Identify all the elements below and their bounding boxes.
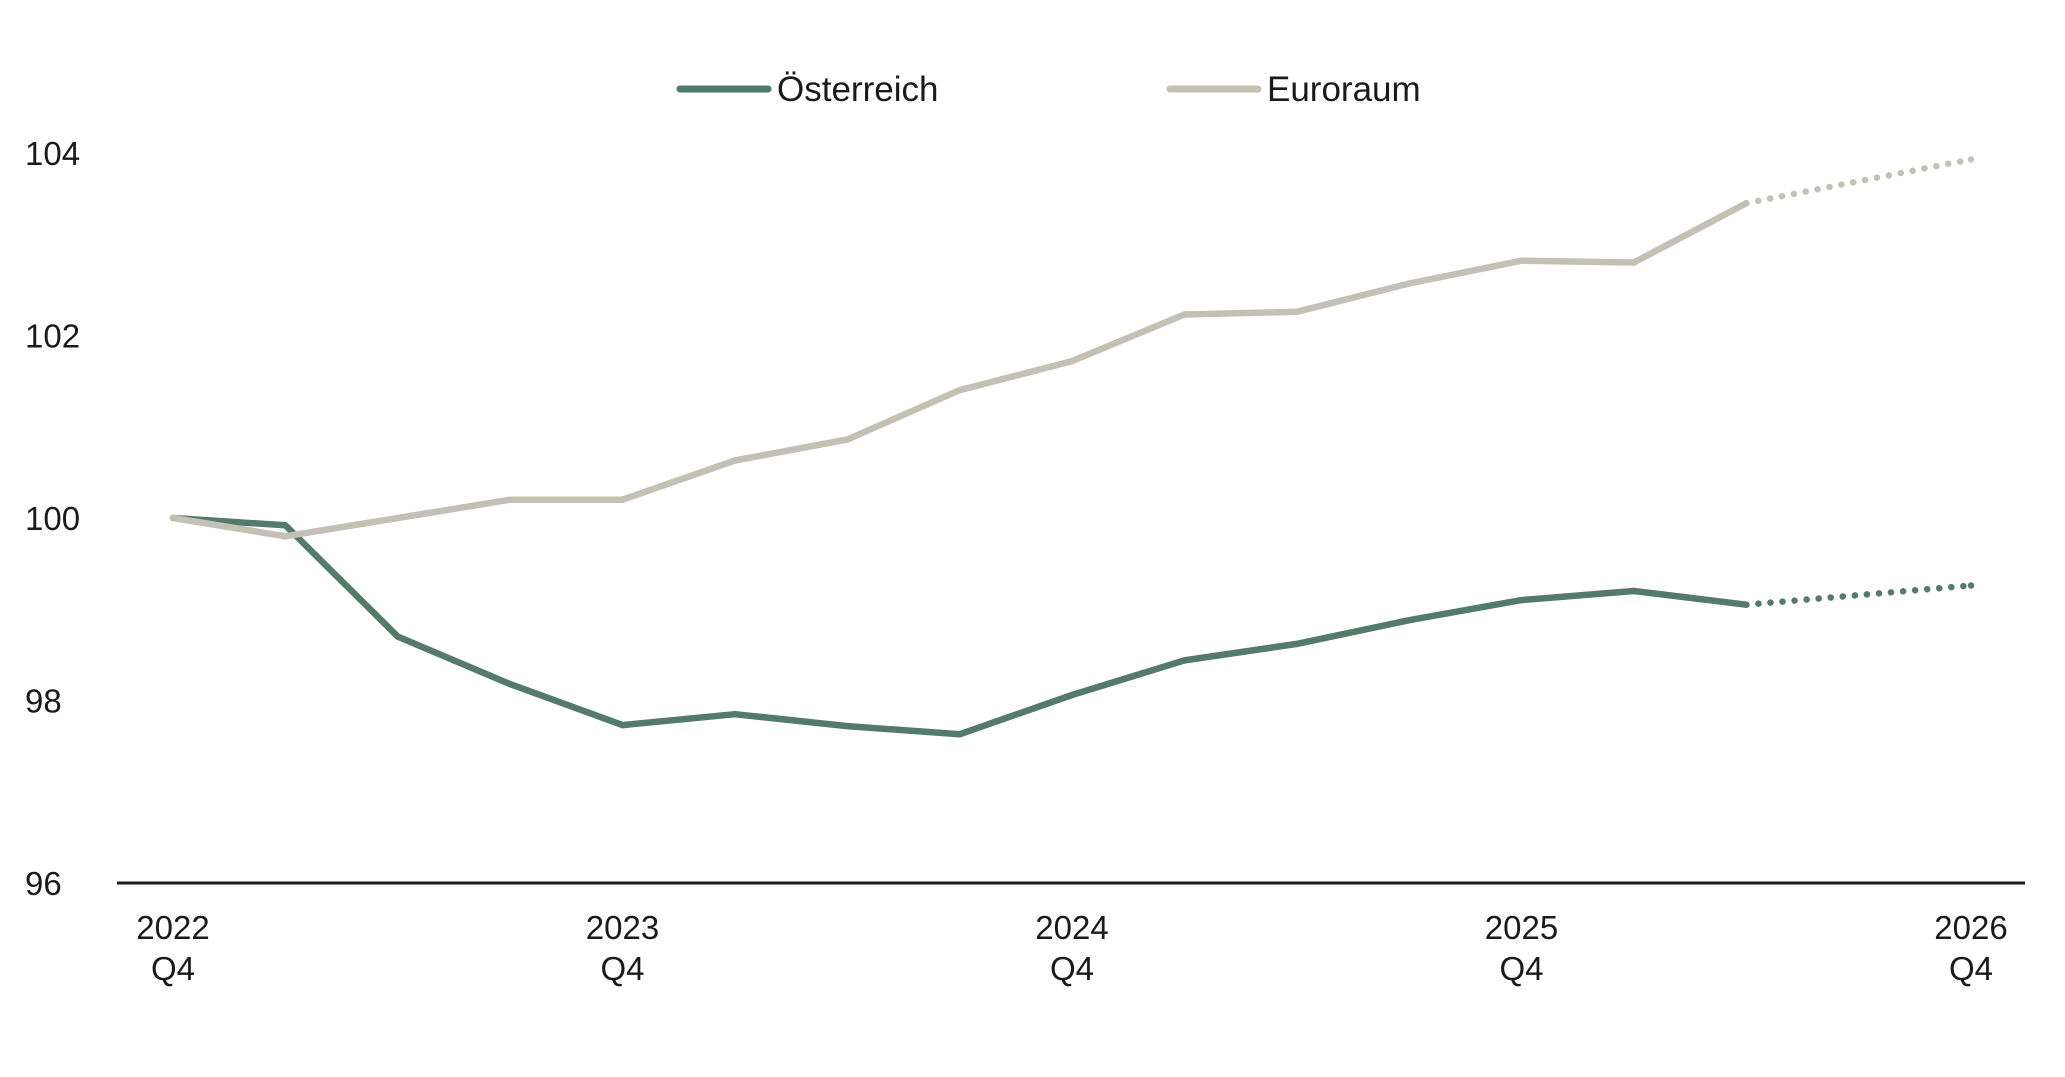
- data-point-oesterreich: [1967, 582, 1975, 589]
- x-tick-label-quarter: Q4: [600, 950, 644, 987]
- data-point-oesterreich: [282, 522, 289, 529]
- x-tick-label-quarter: Q4: [151, 950, 195, 987]
- y-tick-label: 102: [25, 318, 80, 355]
- series-group: [169, 156, 1975, 738]
- data-point-euroraum: [1293, 308, 1301, 315]
- y-axis: 96 98 100 102 104: [25, 135, 80, 902]
- data-point-oesterreich: [1630, 587, 1638, 595]
- y-tick-label: 98: [25, 683, 62, 720]
- series-line-euroraum: [169, 199, 1750, 540]
- data-point-oesterreich: [1518, 596, 1525, 604]
- data-point-oesterreich: [956, 731, 963, 738]
- data-point-oesterreich: [394, 633, 401, 640]
- data-point-euroraum: [956, 387, 963, 394]
- data-point-oesterreich: [1181, 657, 1188, 664]
- legend: Österreich Euroraum: [676, 70, 1421, 109]
- data-point-oesterreich: [1068, 691, 1076, 699]
- data-point-euroraum: [1743, 200, 1750, 207]
- data-point-oesterreich: [1743, 601, 1750, 608]
- x-tick-label-year: 2022: [136, 909, 209, 946]
- data-point-euroraum: [394, 514, 401, 522]
- data-point-oesterreich: [1405, 617, 1413, 624]
- data-point-oesterreich: [619, 721, 626, 729]
- series-line-oesterreich: [169, 514, 1750, 738]
- data-point-oesterreich: [506, 680, 514, 688]
- x-axis: 2022 Q4 2023 Q4 2024 Q4 2025 Q4 2026 Q4: [117, 881, 2025, 987]
- data-point-euroraum: [169, 514, 177, 522]
- x-tick-label-year: 2023: [586, 909, 659, 946]
- y-tick-label: 96: [25, 865, 62, 902]
- data-point-euroraum: [1967, 156, 1975, 163]
- x-tick-label-quarter: Q4: [1949, 950, 1993, 987]
- data-point-euroraum: [1518, 257, 1525, 264]
- series-forecast-euroraum: [1743, 156, 1975, 207]
- y-tick-label: 100: [25, 500, 80, 537]
- y-tick-label: 104: [25, 135, 80, 172]
- x-tick-label-year: 2026: [1934, 909, 2007, 946]
- x-tick-label-year: 2024: [1035, 909, 1108, 946]
- data-point-euroraum: [731, 457, 739, 464]
- data-point-euroraum: [1181, 311, 1188, 318]
- data-point-oesterreich: [1293, 640, 1301, 648]
- data-point-euroraum: [1630, 259, 1638, 266]
- x-tick-label-quarter: Q4: [1499, 950, 1543, 987]
- data-point-euroraum: [506, 496, 514, 503]
- legend-label-euroraum: Euroraum: [1267, 70, 1421, 109]
- legend-label-oesterreich: Österreich: [777, 70, 938, 109]
- data-point-oesterreich: [844, 722, 851, 730]
- data-point-oesterreich: [731, 711, 739, 718]
- data-point-euroraum: [619, 496, 626, 503]
- data-point-euroraum: [1405, 280, 1413, 287]
- data-point-euroraum: [1068, 357, 1076, 365]
- data-point-euroraum: [844, 436, 851, 443]
- x-tick-label-year: 2025: [1485, 909, 1558, 946]
- data-point-euroraum: [282, 533, 289, 540]
- series-forecast-oesterreich: [1743, 582, 1975, 608]
- x-tick-label-quarter: Q4: [1050, 950, 1094, 987]
